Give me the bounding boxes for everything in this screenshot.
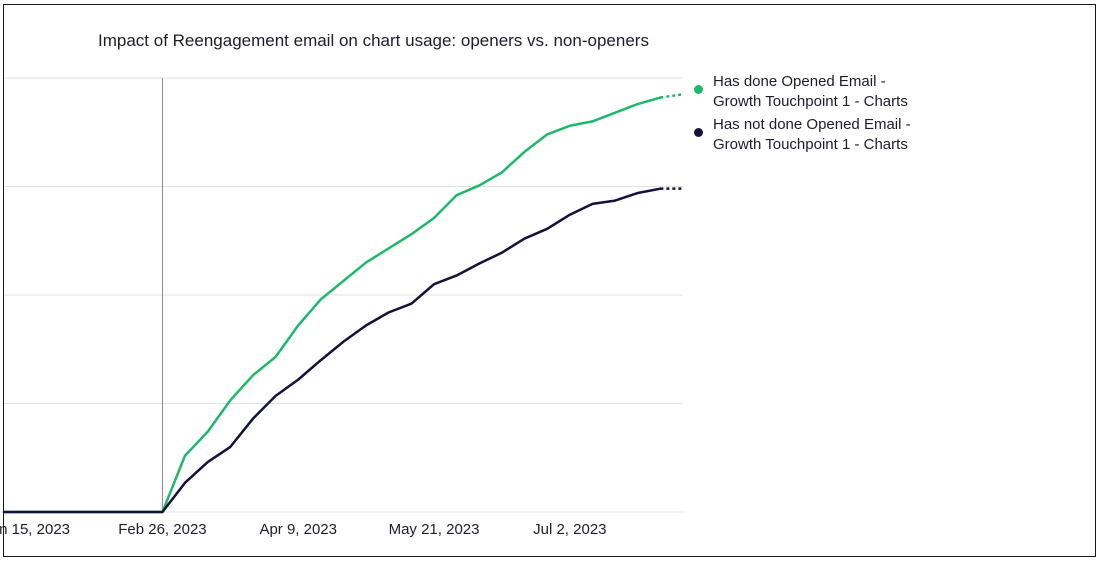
legend-item-non-openers[interactable]: Has not done Opened Email - Growth Touch… (694, 115, 954, 155)
legend-item-openers[interactable]: Has done Opened Email - Growth Touchpoin… (694, 72, 954, 112)
x-tick-label-0: Jan 15, 2023 (0, 521, 70, 538)
legend-dot-openers (694, 85, 703, 94)
series-line-partial-0[interactable] (660, 93, 684, 99)
x-tick-label-1: Feb 26, 2023 (118, 521, 206, 538)
series-line-1[interactable] (2, 187, 662, 514)
x-tick-label-2: Apr 9, 2023 (259, 521, 337, 538)
x-axis-ticks: Jan 15, 2023 Feb 26, 2023 Apr 9, 2023 May 2… (0, 521, 607, 538)
series-line-0[interactable] (2, 96, 662, 514)
legend-label-openers: Has done Opened Email - Growth Touchpoin… (713, 73, 908, 110)
series-lines (2, 93, 684, 514)
x-tick-label-4: Jul 2, 2023 (533, 521, 606, 538)
legend: Has done Opened Email - Growth Touchpoin… (694, 72, 954, 158)
chart-frame (3, 4, 1096, 557)
legend-label-non-openers: Has not done Opened Email - Growth Touch… (713, 116, 911, 153)
gridlines (4, 77, 683, 513)
chart-title: Impact of Reengagement email on chart us… (98, 31, 649, 50)
x-tick-label-3: May 21, 2023 (389, 521, 480, 538)
legend-dot-non-openers (694, 128, 703, 137)
